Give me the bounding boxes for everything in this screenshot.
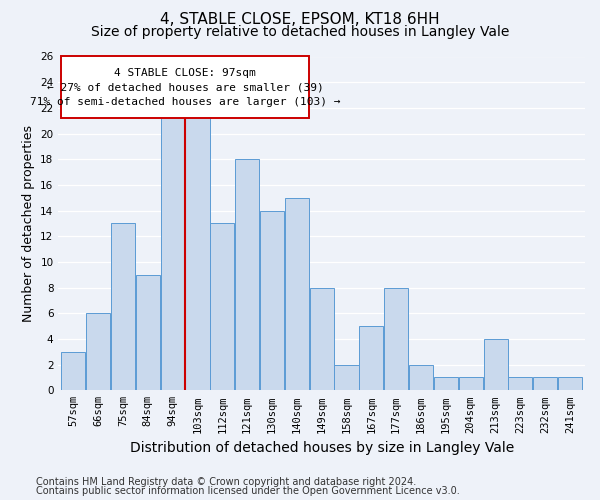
Bar: [185, 108, 209, 391]
Bar: [409, 364, 433, 390]
Bar: [359, 326, 383, 390]
Bar: [111, 224, 135, 390]
X-axis label: Distribution of detached houses by size in Langley Vale: Distribution of detached houses by size …: [130, 441, 514, 455]
Bar: [61, 352, 85, 391]
Bar: [210, 224, 235, 390]
Bar: [384, 288, 408, 391]
FancyBboxPatch shape: [61, 56, 309, 118]
Bar: [484, 339, 508, 390]
Bar: [508, 378, 532, 390]
Bar: [86, 314, 110, 390]
Bar: [434, 378, 458, 390]
Bar: [533, 378, 557, 390]
Bar: [458, 378, 483, 390]
Text: Contains public sector information licensed under the Open Government Licence v3: Contains public sector information licen…: [36, 486, 460, 496]
Bar: [334, 364, 359, 390]
Bar: [161, 108, 185, 391]
Bar: [558, 378, 582, 390]
Text: Size of property relative to detached houses in Langley Vale: Size of property relative to detached ho…: [91, 25, 509, 39]
Bar: [235, 159, 259, 390]
Bar: [285, 198, 309, 390]
Bar: [310, 288, 334, 391]
Text: 4 STABLE CLOSE: 97sqm
← 27% of detached houses are smaller (39)
71% of semi-deta: 4 STABLE CLOSE: 97sqm ← 27% of detached …: [30, 68, 340, 107]
Bar: [260, 210, 284, 390]
Text: 4, STABLE CLOSE, EPSOM, KT18 6HH: 4, STABLE CLOSE, EPSOM, KT18 6HH: [160, 12, 440, 28]
Bar: [136, 275, 160, 390]
Y-axis label: Number of detached properties: Number of detached properties: [22, 125, 35, 322]
Text: Contains HM Land Registry data © Crown copyright and database right 2024.: Contains HM Land Registry data © Crown c…: [36, 477, 416, 487]
